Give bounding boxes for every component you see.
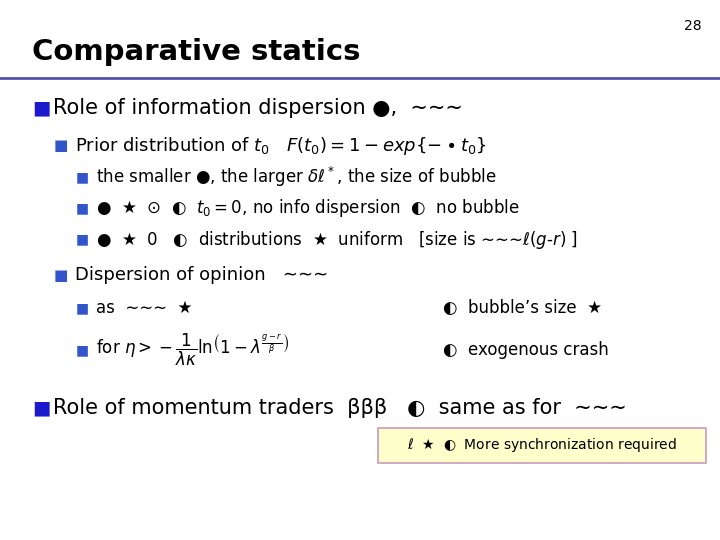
Text: ●  ★  0   ◐  distributions  ★  uniform   [size is ∼∼∼$\ell(g$-$r)$ ]: ● ★ 0 ◐ distributions ★ uniform [size is… [96,229,579,251]
Text: $\ell$  ★  ◐  More synchronization required: $\ell$ ★ ◐ More synchronization required [407,436,677,455]
Text: ■: ■ [32,398,51,417]
Text: 28: 28 [685,19,702,33]
Text: for $\eta > -\dfrac{1}{\lambda\kappa}\ln\!\left(1 - \lambda^{\frac{g-r}{\beta}}\: for $\eta > -\dfrac{1}{\lambda\kappa}\ln… [96,332,289,368]
FancyBboxPatch shape [378,428,706,463]
Text: Comparative statics: Comparative statics [32,38,361,66]
Text: ■: ■ [76,343,89,357]
Text: as  ∼∼∼  ★: as ∼∼∼ ★ [96,299,193,317]
Text: ◐  bubble’s size  ★: ◐ bubble’s size ★ [443,299,602,317]
Text: ■: ■ [76,301,89,315]
Text: ●  ★  ⊙  ◐  $t_0 = 0$, no info dispersion  ◐  no bubble: ● ★ ⊙ ◐ $t_0 = 0$, no info dispersion ◐ … [96,198,521,219]
Text: ■: ■ [32,98,51,118]
Text: ■: ■ [76,170,89,184]
Text: ■: ■ [54,268,68,283]
Text: ■: ■ [76,201,89,215]
Text: the smaller ●, the larger $\delta\ell^*$, the size of bubble: the smaller ●, the larger $\delta\ell^*$… [96,165,497,189]
Text: Role of momentum traders  βββ   ◐  same as for  ∼∼∼: Role of momentum traders βββ ◐ same as f… [53,397,627,418]
Text: Role of information dispersion ●,  ∼∼∼: Role of information dispersion ●, ∼∼∼ [53,98,463,118]
Text: ■: ■ [76,233,89,247]
Text: Prior distribution of $t_0$   $F(t_0) = 1 - exp\{-\bullet t_0\}$: Prior distribution of $t_0$ $F(t_0) = 1 … [75,135,487,157]
Text: ◐  exogenous crash: ◐ exogenous crash [443,341,608,359]
Text: Dispersion of opinion   ∼∼∼: Dispersion of opinion ∼∼∼ [75,266,328,285]
Text: ■: ■ [54,138,68,153]
